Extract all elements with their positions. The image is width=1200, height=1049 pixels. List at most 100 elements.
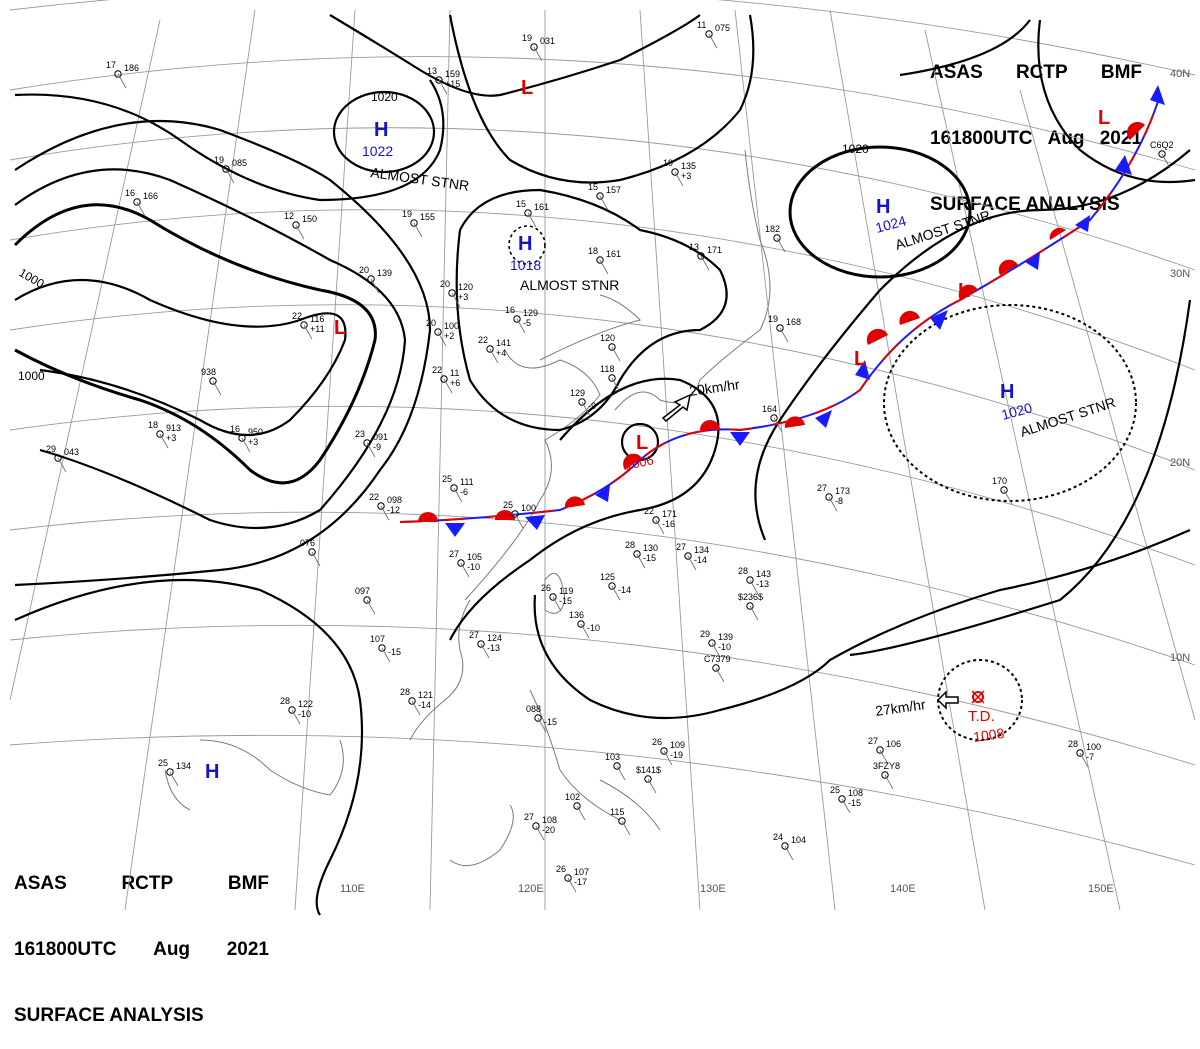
wind-barb-icon	[879, 749, 889, 765]
wind-barb-icon	[841, 798, 851, 814]
station-temperature: 20	[440, 279, 450, 289]
station-pressure: 100	[444, 321, 459, 331]
high-pressure-value: 1020	[1000, 399, 1034, 423]
station-plot: 19 085	[214, 155, 247, 184]
station-pressure: 121	[418, 690, 433, 700]
station-plot: 076	[300, 538, 321, 567]
station-plot: $141$	[636, 765, 661, 794]
station-plot: 28 100-7	[1068, 739, 1101, 768]
station-temperature: 107	[370, 634, 385, 644]
wind-barb-icon	[451, 292, 461, 308]
wind-barb-icon	[460, 562, 470, 578]
tropical-storm-icon	[971, 690, 985, 704]
low-symbol: L	[521, 77, 533, 99]
station-temperature: 22	[644, 506, 654, 516]
wind-barb-icon	[241, 437, 251, 453]
station-temperature: 182	[765, 224, 780, 234]
station-pressure: 141	[496, 338, 511, 348]
station-temperature: 15	[588, 182, 598, 192]
station-pressure: 168	[786, 317, 801, 327]
station-pressure: 031	[540, 36, 555, 46]
station-circle-icon	[633, 550, 641, 558]
station-temperature: 20	[426, 318, 436, 328]
station-pressure: 134	[176, 761, 191, 771]
station-temperature: 170	[992, 476, 1007, 486]
wind-barb-icon	[708, 33, 718, 49]
station-pressure: 091	[373, 432, 388, 442]
station-plot: 164	[762, 404, 783, 433]
station-plot: 25 100	[503, 500, 536, 529]
isobar-label: 1000	[18, 369, 45, 383]
wind-barb-icon	[311, 551, 321, 567]
lon-label-140e: 140E	[890, 883, 916, 895]
station-circle-icon	[238, 434, 246, 442]
station-tendency: -17	[574, 877, 587, 887]
lat-label-30n: 30N	[1170, 268, 1190, 280]
station-tendency: -9	[588, 401, 596, 411]
low-symbol: L	[636, 432, 648, 454]
station-circle-icon	[532, 822, 540, 830]
station-pressure: 108	[848, 788, 863, 798]
station-plot: 103	[605, 752, 626, 781]
wind-barb-icon	[611, 585, 621, 601]
station-tendency: -9	[373, 442, 381, 452]
station-pressure: 171	[662, 509, 677, 519]
high-pressure-value: 1022	[362, 143, 393, 159]
wind-barb-icon	[366, 599, 376, 615]
station-circle-icon	[54, 454, 62, 462]
station-circle-icon	[705, 30, 713, 38]
station-plot: 28 130-15	[625, 540, 658, 569]
station-tendency: -10	[587, 623, 600, 633]
tropical-depression: T.D. 1008 27km/hr	[874, 690, 1005, 745]
station-plot: 20 120+3	[440, 279, 473, 308]
station-circle-icon	[608, 374, 616, 382]
station-pressure: 950	[248, 427, 263, 437]
station-circle-icon	[876, 746, 884, 754]
wind-barb-icon	[687, 555, 697, 571]
arrow-icon	[661, 393, 692, 423]
isobar-label: 1020	[371, 90, 398, 104]
station-circle-icon	[825, 493, 833, 501]
station-circle-icon	[652, 516, 660, 524]
station-temperature: 24	[773, 832, 783, 842]
station-pressure: 143	[756, 569, 771, 579]
station-pressure: 120	[458, 282, 473, 292]
station-temperature: 27	[817, 483, 827, 493]
wind-barb-icon	[516, 318, 526, 334]
station-temperature: 27	[676, 542, 686, 552]
station-temperature: 12	[284, 211, 294, 221]
station-plot: 19 155	[402, 209, 435, 238]
header-time: 161800UTC	[930, 128, 1033, 149]
wind-barb-icon	[611, 377, 621, 393]
wind-barb-icon	[136, 201, 146, 217]
station-plot: 22 116+11	[292, 311, 325, 340]
station-tendency: -14	[694, 555, 707, 565]
station-circle-icon	[608, 343, 616, 351]
header-month: Aug	[153, 939, 191, 960]
station-circle-icon	[477, 640, 485, 648]
station-pressure: 134	[694, 545, 709, 555]
high-pressure-value: 1024	[874, 212, 908, 236]
station-circle-icon	[410, 219, 418, 227]
station-temperature: 136	[569, 610, 584, 620]
low-symbol: L	[958, 280, 970, 302]
station-plot: 27 105-10	[449, 549, 482, 578]
station-temperature: 115	[610, 807, 624, 817]
td-motion-speed: 27km/hr	[874, 696, 927, 719]
station-circle-icon	[773, 234, 781, 242]
station-circle-icon	[363, 596, 371, 604]
station-circle-icon	[608, 582, 616, 590]
station-plot: 28 122-10	[280, 696, 313, 725]
high-motion-note: ALMOST STNR	[1018, 394, 1117, 440]
wind-barb-icon	[366, 442, 376, 458]
wind-barb-icon	[381, 647, 391, 663]
station-plot: 13 171	[689, 242, 722, 271]
station-temperature: 125	[600, 572, 615, 582]
high-symbol: H	[205, 761, 219, 783]
wind-barb-icon	[514, 513, 524, 529]
header-agency: ASAS	[14, 873, 67, 894]
station-pressure: 161	[534, 202, 549, 212]
wind-barb-icon	[438, 79, 448, 95]
wind-barb-icon	[380, 505, 390, 521]
